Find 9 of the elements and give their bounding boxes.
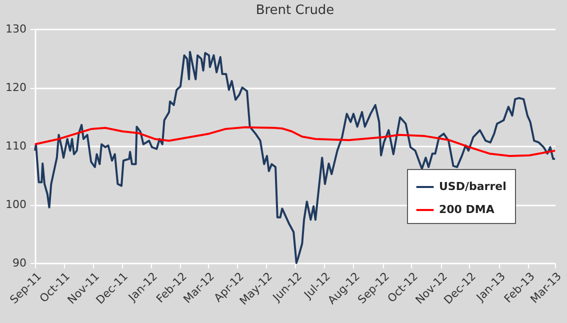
line-series — [34, 126, 556, 157]
y-tick-label: 120 — [6, 81, 26, 94]
y-tick-label: 110 — [6, 140, 26, 152]
y-tick-label: 130 — [6, 22, 26, 36]
chart-title: Brent Crude — [256, 3, 334, 18]
y-tick-label: 90 — [12, 256, 26, 270]
y-tick-label: 100 — [6, 198, 26, 211]
legend-label: USD/barrel — [439, 180, 506, 193]
legend-label: 200 DMA — [439, 203, 495, 216]
